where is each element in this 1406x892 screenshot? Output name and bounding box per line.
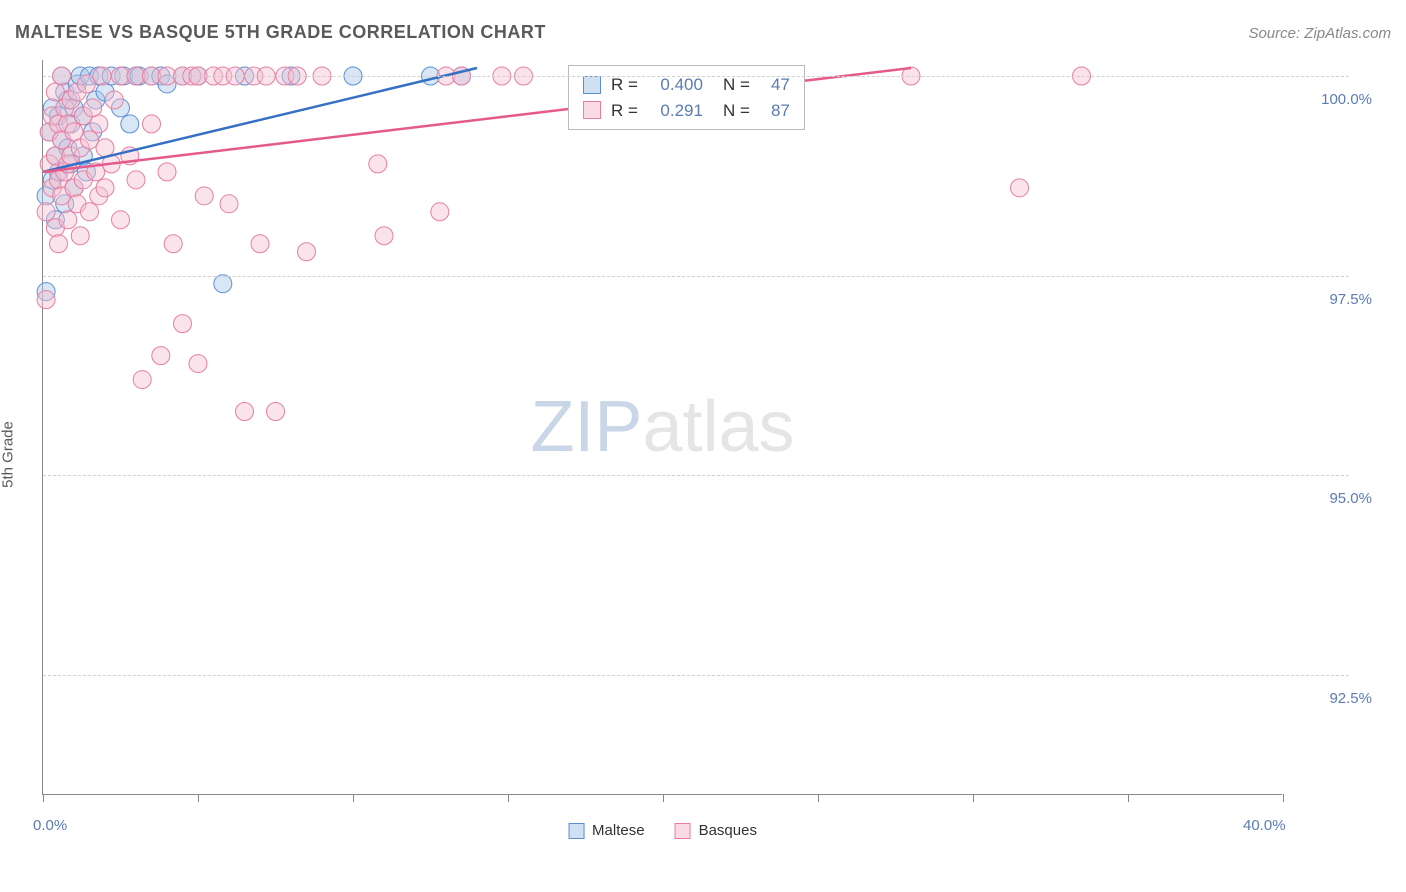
stats-r-value: 0.291: [648, 98, 703, 124]
scatter-point: [90, 115, 108, 133]
scatter-point: [1011, 179, 1029, 197]
stats-r-label: R =: [611, 98, 638, 124]
chart-container: MALTESE VS BASQUE 5TH GRADE CORRELATION …: [0, 0, 1406, 892]
scatter-point: [214, 275, 232, 293]
x-tick: [663, 794, 664, 802]
gridline-h: [43, 675, 1349, 676]
legend-label: Basques: [699, 822, 757, 839]
legend-swatch: [675, 823, 691, 839]
scatter-point: [143, 115, 161, 133]
stats-box: R = 0.400 N = 47 R = 0.291 N = 87: [568, 65, 805, 130]
scatter-point: [133, 371, 151, 389]
scatter-point: [37, 203, 55, 221]
legend-swatch: [568, 823, 584, 839]
stats-n-value: 87: [760, 98, 790, 124]
chart-svg: [43, 60, 1282, 794]
scatter-point: [96, 139, 114, 157]
x-tick: [198, 794, 199, 802]
gridline-h: [43, 276, 1349, 277]
scatter-point: [267, 403, 285, 421]
scatter-point: [81, 203, 99, 221]
x-tick: [818, 794, 819, 802]
y-tick-label: 97.5%: [1292, 291, 1372, 308]
chart-title: MALTESE VS BASQUE 5TH GRADE CORRELATION …: [15, 22, 546, 43]
scatter-point: [158, 163, 176, 181]
y-tick-label: 95.0%: [1292, 490, 1372, 507]
scatter-point: [431, 203, 449, 221]
y-axis-label: 5th Grade: [0, 421, 17, 488]
x-axis-label: 40.0%: [1243, 817, 1286, 834]
x-tick: [1283, 794, 1284, 802]
scatter-point: [37, 291, 55, 309]
scatter-point: [164, 235, 182, 253]
y-tick-label: 100.0%: [1292, 91, 1372, 108]
scatter-point: [127, 171, 145, 189]
scatter-point: [152, 347, 170, 365]
scatter-point: [251, 235, 269, 253]
scatter-point: [195, 187, 213, 205]
scatter-point: [84, 99, 102, 117]
scatter-point: [236, 403, 254, 421]
scatter-point: [59, 211, 77, 229]
scatter-point: [369, 155, 387, 173]
scatter-point: [189, 355, 207, 373]
x-tick: [973, 794, 974, 802]
legend-bottom: Maltese Basques: [568, 822, 757, 839]
scatter-point: [375, 227, 393, 245]
y-tick-label: 92.5%: [1292, 690, 1372, 707]
x-axis-label: 0.0%: [33, 817, 67, 834]
x-tick: [508, 794, 509, 802]
stats-swatch: [583, 101, 601, 119]
x-tick: [43, 794, 44, 802]
scatter-point: [50, 235, 68, 253]
scatter-point: [71, 227, 89, 245]
scatter-point: [298, 243, 316, 261]
scatter-point: [96, 179, 114, 197]
scatter-point: [112, 211, 130, 229]
stats-row: R = 0.291 N = 87: [583, 98, 790, 124]
x-tick: [1128, 794, 1129, 802]
source-label: Source: ZipAtlas.com: [1248, 25, 1391, 42]
scatter-point: [174, 315, 192, 333]
legend-item: Maltese: [568, 822, 645, 839]
legend-item: Basques: [675, 822, 757, 839]
stats-n-label: N =: [723, 98, 750, 124]
plot-area: ZIPatlas R = 0.400 N = 47 R = 0.291 N = …: [42, 60, 1282, 795]
stats-swatch: [583, 76, 601, 94]
gridline-h: [43, 76, 1349, 77]
gridline-h: [43, 475, 1349, 476]
scatter-point: [105, 91, 123, 109]
x-tick: [353, 794, 354, 802]
scatter-point: [121, 115, 139, 133]
legend-label: Maltese: [592, 822, 645, 839]
scatter-point: [220, 195, 238, 213]
